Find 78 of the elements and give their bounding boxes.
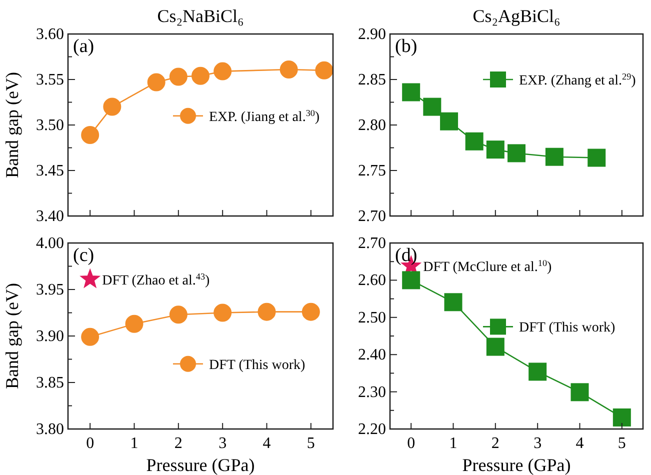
point — [169, 68, 188, 86]
point — [214, 304, 232, 322]
point — [465, 132, 484, 150]
point — [612, 408, 631, 426]
point — [169, 306, 188, 324]
legend-label: EXP. (Jiang et al.$^{30}$) — [209, 108, 320, 125]
point — [315, 61, 334, 80]
series-label: DFT (McClure et al.$^{10}$) — [423, 258, 552, 276]
point — [528, 362, 547, 381]
x-axis-title: Pressure (GPa) — [462, 455, 571, 475]
point — [588, 148, 606, 167]
y-tick-label: 2.40 — [358, 346, 386, 364]
point — [81, 126, 100, 144]
y-tick-label: 2.30 — [358, 384, 386, 401]
point — [258, 302, 276, 321]
point — [402, 271, 420, 290]
legend-label: EXP. (Zhang et al.$^{29}$) — [519, 72, 636, 88]
y-axis-title: Band gap (eV) — [2, 72, 22, 178]
point — [402, 83, 420, 102]
point — [486, 338, 504, 356]
point — [545, 148, 564, 166]
y-tick-label: 3.60 — [36, 26, 64, 43]
y-tick-label: 3.85 — [36, 374, 64, 392]
point — [103, 98, 122, 116]
y-tick-label: 2.50 — [358, 309, 386, 326]
point — [80, 269, 100, 288]
y-tick-label: 2.70 — [358, 208, 386, 225]
x-tick-label: 4 — [262, 435, 271, 452]
x-tick-label: 2 — [491, 435, 500, 452]
x-tick-label: 1 — [449, 435, 458, 452]
y-tick-label: 2.70 — [358, 235, 386, 252]
legend-label: DFT (This work) — [519, 320, 616, 336]
point — [147, 73, 166, 92]
y-tick-label: 3.80 — [36, 421, 64, 438]
x-tick-label: 3 — [534, 435, 542, 452]
y-tick-label: 2.60 — [358, 272, 386, 290]
annotation: (d) — [395, 245, 418, 266]
point — [280, 60, 298, 78]
y-tick-label: 2.85 — [358, 72, 386, 88]
point — [444, 293, 462, 312]
chart-title: Cs₂NaBiCl₆ — [157, 6, 244, 26]
x-tick-label: 2 — [174, 435, 182, 452]
point — [214, 62, 232, 80]
annotation: (b) — [395, 36, 418, 57]
y-tick-label: 2.75 — [358, 162, 386, 180]
x-tick-label: 4 — [576, 435, 584, 452]
annotation: (c) — [73, 245, 94, 266]
x-tick-label: 0 — [407, 435, 416, 452]
y-tick-label: 3.95 — [36, 282, 64, 298]
x-axis-title: Pressure (GPa) — [146, 455, 255, 475]
point — [440, 112, 458, 130]
x-tick-label: 5 — [306, 435, 315, 452]
x-tick-label: 0 — [86, 435, 94, 452]
y-tick-label: 3.40 — [36, 208, 64, 225]
point — [192, 66, 210, 85]
point — [570, 383, 589, 402]
y-tick-label: 3.90 — [36, 328, 64, 345]
point — [81, 328, 100, 346]
legend-label: DFT (This work) — [209, 358, 306, 373]
y-tick-label: 2.20 — [358, 421, 386, 438]
point — [302, 302, 320, 321]
point — [125, 314, 144, 333]
point — [423, 98, 442, 116]
y-axis-title: Band gap (eV) — [2, 283, 22, 389]
y-tick-label: 2.90 — [358, 26, 386, 43]
x-tick-label: 3 — [218, 435, 227, 452]
series-label: DFT (Zhao et al.$^{43}$) — [102, 271, 210, 288]
point — [486, 140, 504, 159]
y-tick-label: 4.00 — [36, 235, 64, 252]
y-tick-label: 3.50 — [36, 117, 64, 134]
y-tick-label: 2.80 — [358, 117, 386, 134]
chart-title: Cs₂AgBiCl₆ — [472, 6, 560, 26]
x-tick-label: 5 — [618, 435, 626, 452]
annotation: (a) — [73, 36, 94, 57]
y-tick-label: 3.45 — [36, 162, 64, 180]
point — [508, 144, 526, 162]
y-tick-label: 3.55 — [36, 72, 64, 88]
x-tick-label: 1 — [130, 435, 138, 452]
